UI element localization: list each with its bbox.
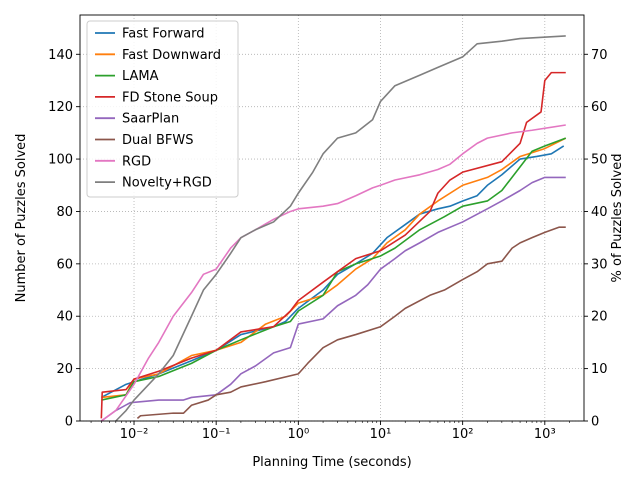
legend-label: Dual BFWS [122,133,193,148]
x-tick-label: 10⁰ [287,427,309,442]
x-tick-label: 10³ [534,427,556,442]
legend-label: Fast Forward [122,27,205,42]
y-tick-label: 20 [56,362,73,377]
series-line-lama [101,137,567,401]
x-tick-label: 10⁻¹ [202,427,231,442]
legend-label: Fast Downward [122,48,221,63]
series-line-saarplan [100,176,566,422]
legend-label: SaarPlan [122,112,179,127]
legend-label: FD Stone Soup [122,90,218,105]
y-tick-label: 60 [56,257,73,272]
y-tick-label: 140 [48,48,73,63]
y2-axis-label: % of Puzzles Solved [610,154,625,283]
series-line-dual-bfws [136,226,566,419]
legend-label: Novelty+RGD [122,176,212,191]
legend-label: LAMA [122,69,159,84]
plot-frame [79,14,585,422]
x-tick-label: 10² [452,427,474,442]
x-tick-label: 10⁻² [120,427,149,442]
y-tick-label: 120 [48,100,73,115]
y2-tick-label: 10 [591,362,608,377]
legend-label: RGD [122,154,151,169]
y-tick-label: 80 [56,205,73,220]
series-line-rgd [100,124,566,422]
series-line-novelty-rgd [115,35,566,422]
series-line-fd-stone-soup [100,71,566,419]
y2-tick-label: 70 [591,48,608,63]
y2-tick-label: 0 [591,415,599,430]
y2-tick-label: 60 [591,100,608,115]
y-tick-label: 100 [48,153,73,168]
x-tick-label: 10¹ [370,427,392,442]
y-axis-label: Number of Puzzles Solved [14,134,29,303]
x-axis-label: Planning Time (seconds) [252,455,411,470]
y2-tick-label: 30 [591,257,608,272]
y2-tick-label: 40 [591,205,608,220]
y-tick-label: 40 [56,310,73,325]
series-line-fast-downward [101,137,567,399]
legend-box [86,20,239,198]
y2-tick-label: 20 [591,310,608,325]
y2-tick-label: 50 [591,153,608,168]
y-tick-label: 0 [65,415,73,430]
